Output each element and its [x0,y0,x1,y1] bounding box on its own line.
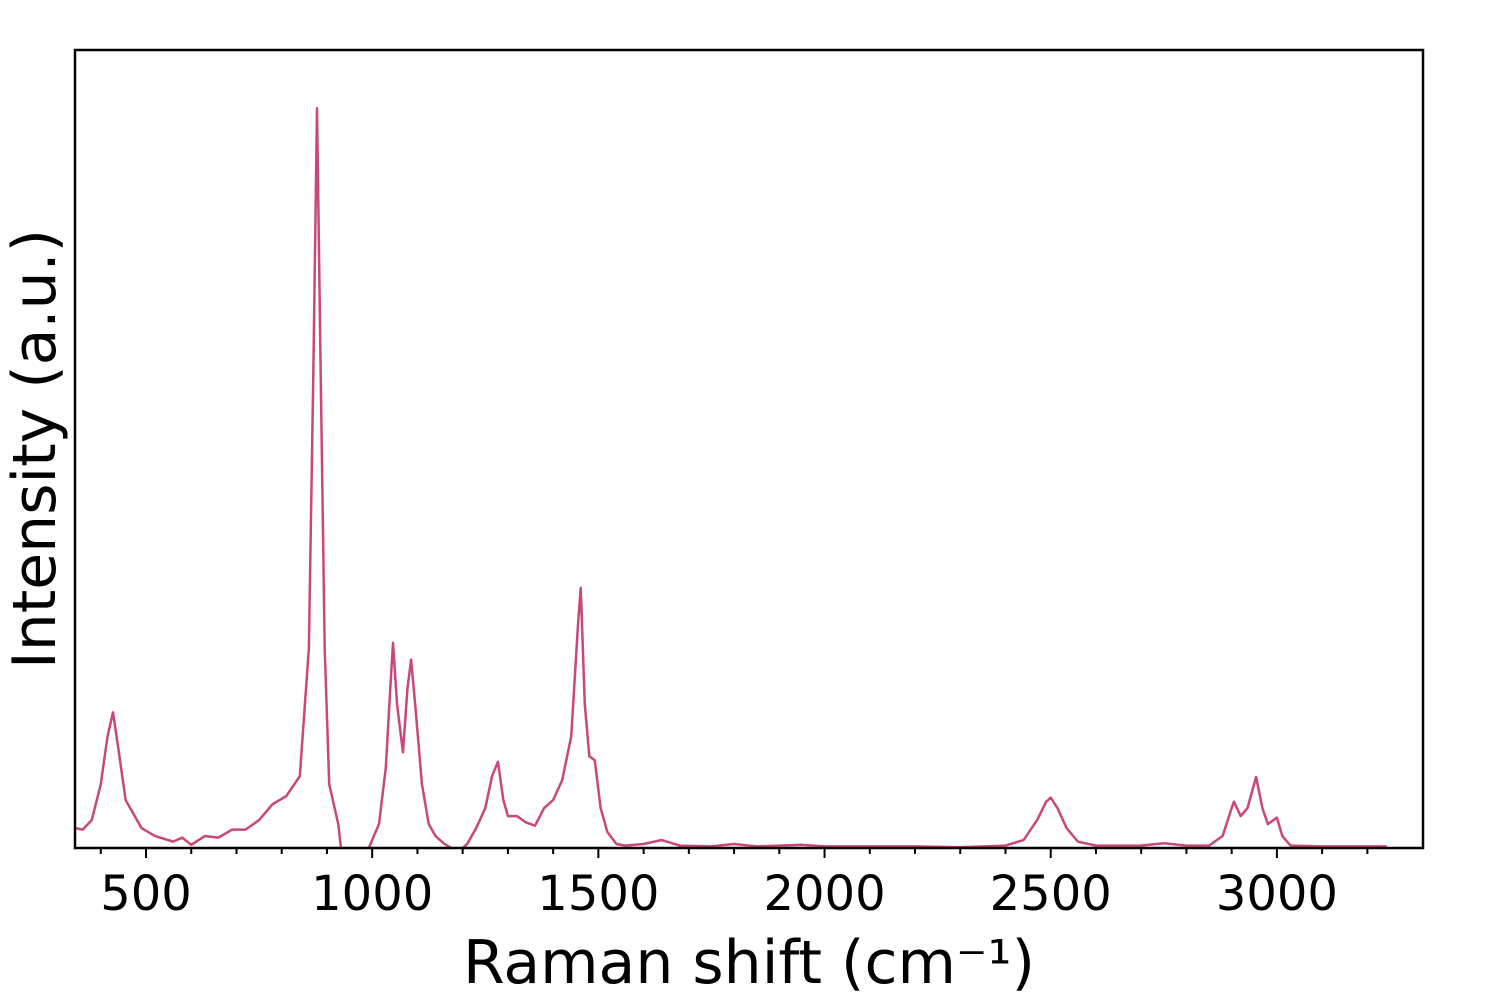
y-axis-label: Intensity (a.u.) [0,229,70,669]
x-tick-label: 3000 [1216,866,1338,922]
x-tick-label: 1000 [311,866,433,922]
spectrum-line [75,107,1387,848]
plot-area [75,107,1387,848]
x-tick-label: 2500 [990,866,1112,922]
x-axis-label: Raman shift (cm⁻¹) [463,928,1035,998]
x-tick-label: 500 [100,866,192,922]
x-tick-label: 1500 [537,866,659,922]
x-tick-label: 2000 [763,866,885,922]
plot-frame [73,48,1425,850]
